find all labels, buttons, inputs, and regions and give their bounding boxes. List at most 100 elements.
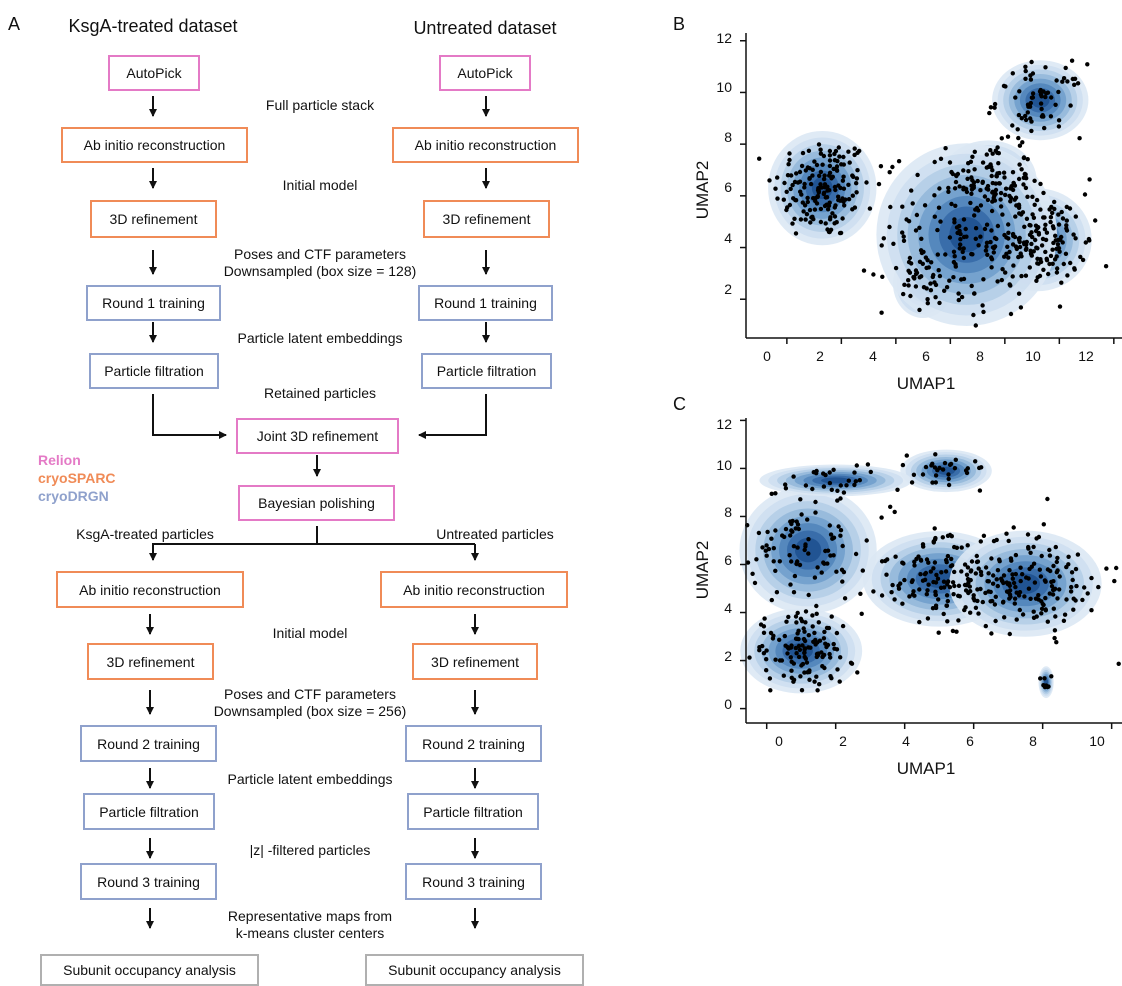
- data-point: [919, 236, 924, 241]
- data-point: [1001, 599, 1006, 604]
- data-point: [1026, 546, 1031, 551]
- data-point: [1011, 263, 1016, 268]
- data-point: [1049, 579, 1054, 585]
- data-point: [1069, 58, 1075, 63]
- data-point: [958, 231, 963, 237]
- data-point: [994, 577, 999, 582]
- data-point: [896, 159, 902, 164]
- data-point: [978, 234, 983, 239]
- data-point: [932, 159, 937, 165]
- data-point: [864, 538, 869, 543]
- data-point: [922, 572, 928, 577]
- points-layer: [745, 452, 1121, 693]
- x-axis-label: UMAP1: [897, 759, 956, 778]
- y-axis-label: UMAP2: [693, 161, 712, 220]
- data-point: [932, 193, 937, 198]
- data-point: [1089, 575, 1094, 581]
- data-point: [792, 216, 797, 221]
- data-point: [1034, 536, 1039, 541]
- data-point: [1020, 140, 1025, 145]
- data-point: [794, 651, 799, 656]
- data-point: [915, 172, 920, 178]
- tick-marks: [740, 419, 1113, 729]
- filtration-box-right: Particle filtration: [421, 353, 552, 389]
- data-point: [957, 184, 962, 189]
- panel-label-c: C: [673, 394, 686, 414]
- tick-marks: [740, 40, 1115, 344]
- data-point: [1036, 232, 1042, 237]
- data-point: [988, 162, 993, 167]
- data-point: [1016, 135, 1021, 141]
- data-point: [964, 470, 970, 476]
- data-point: [787, 553, 792, 558]
- data-point: [814, 674, 819, 679]
- data-point: [764, 657, 769, 662]
- data-point: [984, 244, 989, 249]
- data-point: [989, 556, 994, 561]
- data-point: [900, 601, 905, 606]
- x-tick-label: 2: [839, 733, 847, 749]
- data-point: [1035, 261, 1040, 266]
- data-point: [802, 654, 807, 660]
- data-point: [1017, 143, 1023, 148]
- data-point: [902, 282, 907, 287]
- data-point: [1011, 525, 1016, 530]
- label-poses-1: Poses and CTF parameters: [234, 246, 406, 262]
- data-point: [990, 168, 995, 173]
- data-point: [890, 582, 895, 588]
- data-point: [818, 182, 823, 187]
- data-point: [1028, 596, 1033, 601]
- data-point: [841, 186, 847, 191]
- data-point: [930, 274, 935, 280]
- label-downsampled-128: Downsampled (box size = 128): [223, 263, 417, 279]
- data-point: [1062, 612, 1068, 617]
- round2-box-left: Round 2 training: [80, 725, 217, 762]
- data-point: [937, 273, 943, 279]
- data-point: [889, 590, 894, 595]
- data-point: [834, 168, 840, 173]
- data-point: [992, 101, 998, 107]
- data-point: [928, 288, 934, 293]
- data-point: [807, 207, 813, 213]
- data-point: [840, 216, 845, 221]
- data-point: [977, 488, 983, 493]
- data-point: [1024, 242, 1029, 247]
- data-point: [847, 160, 852, 165]
- data-point: [1055, 596, 1060, 601]
- data-point: [1054, 559, 1059, 565]
- data-point: [944, 593, 950, 598]
- data-point: [788, 655, 793, 660]
- data-point: [1051, 563, 1056, 569]
- data-point: [1055, 266, 1060, 271]
- data-point: [932, 526, 937, 531]
- data-point: [1041, 114, 1046, 119]
- data-point: [827, 148, 833, 154]
- data-point: [969, 283, 974, 289]
- flowchart-arrows: [146, 96, 490, 929]
- refine3d-box-right: 3D refinement: [423, 200, 550, 238]
- y-tick-label: 12: [716, 30, 732, 46]
- data-point: [947, 160, 953, 165]
- data-point: [812, 575, 818, 580]
- data-point: [1011, 180, 1016, 186]
- data-point: [834, 220, 839, 225]
- merge-arrow-left: [152, 394, 227, 439]
- data-point: [1082, 192, 1088, 197]
- data-point: [842, 596, 848, 601]
- data-point: [969, 175, 974, 180]
- data-point: [884, 572, 889, 577]
- data-point: [907, 594, 912, 599]
- data-point: [855, 168, 860, 173]
- data-point: [953, 179, 959, 185]
- data-point: [995, 145, 1000, 150]
- data-point: [900, 204, 905, 209]
- data-point: [827, 523, 832, 528]
- data-point: [1006, 589, 1011, 595]
- x-tick-label: 6: [966, 733, 974, 749]
- data-point: [810, 613, 815, 618]
- data-point: [854, 463, 859, 468]
- data-point: [1021, 155, 1027, 161]
- data-point: [989, 265, 994, 270]
- data-point: [1012, 601, 1017, 606]
- data-point: [926, 582, 931, 587]
